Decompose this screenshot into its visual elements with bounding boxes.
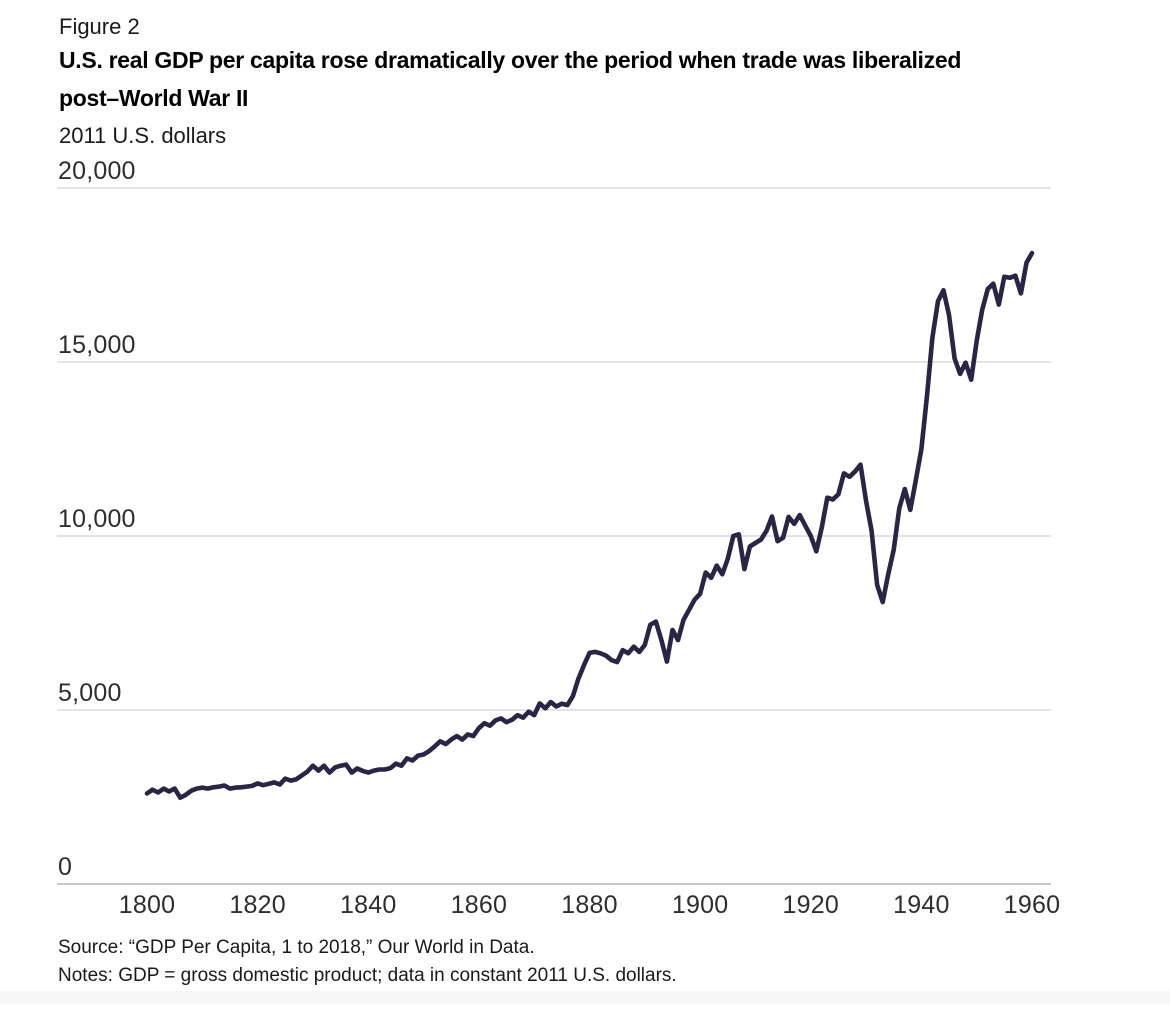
x-axis-tick-label: 1940	[893, 891, 950, 919]
y-axis-tick-label: 20,000	[58, 157, 136, 185]
source-note: Source: “GDP Per Capita, 1 to 2018,” Our…	[58, 937, 535, 958]
figure-label: Figure 2	[59, 14, 140, 39]
x-axis-tick-label: 1920	[782, 891, 839, 919]
chart-title-line-2: post–World War II	[59, 85, 249, 111]
y-axis-tick-label: 10,000	[58, 505, 136, 533]
x-axis-tick-label: 1880	[561, 891, 618, 919]
x-axis-tick-label: 1800	[118, 891, 176, 919]
y-axis-tick-label: 0	[58, 853, 73, 881]
x-axis-tick-label: 1820	[229, 891, 286, 919]
x-axis-tick-label: 1860	[450, 891, 508, 919]
y-axis-tick-label: 15,000	[58, 331, 136, 359]
chart-title-line-1: U.S. real GDP per capita rose dramatical…	[59, 47, 962, 73]
gdp-per-capita-line	[144, 250, 1035, 800]
y-axis-unit-label: 2011 U.S. dollars	[59, 123, 227, 148]
notes-note: Notes: GDP = gross domestic product; dat…	[58, 965, 677, 986]
footer-strip	[0, 991, 1170, 1004]
x-axis-tick-label: 1900	[671, 891, 729, 919]
x-axis-tick-label: 1960	[1003, 891, 1061, 919]
x-axis-tick-label: 1840	[340, 891, 397, 919]
y-axis-tick-label: 5,000	[58, 679, 122, 707]
